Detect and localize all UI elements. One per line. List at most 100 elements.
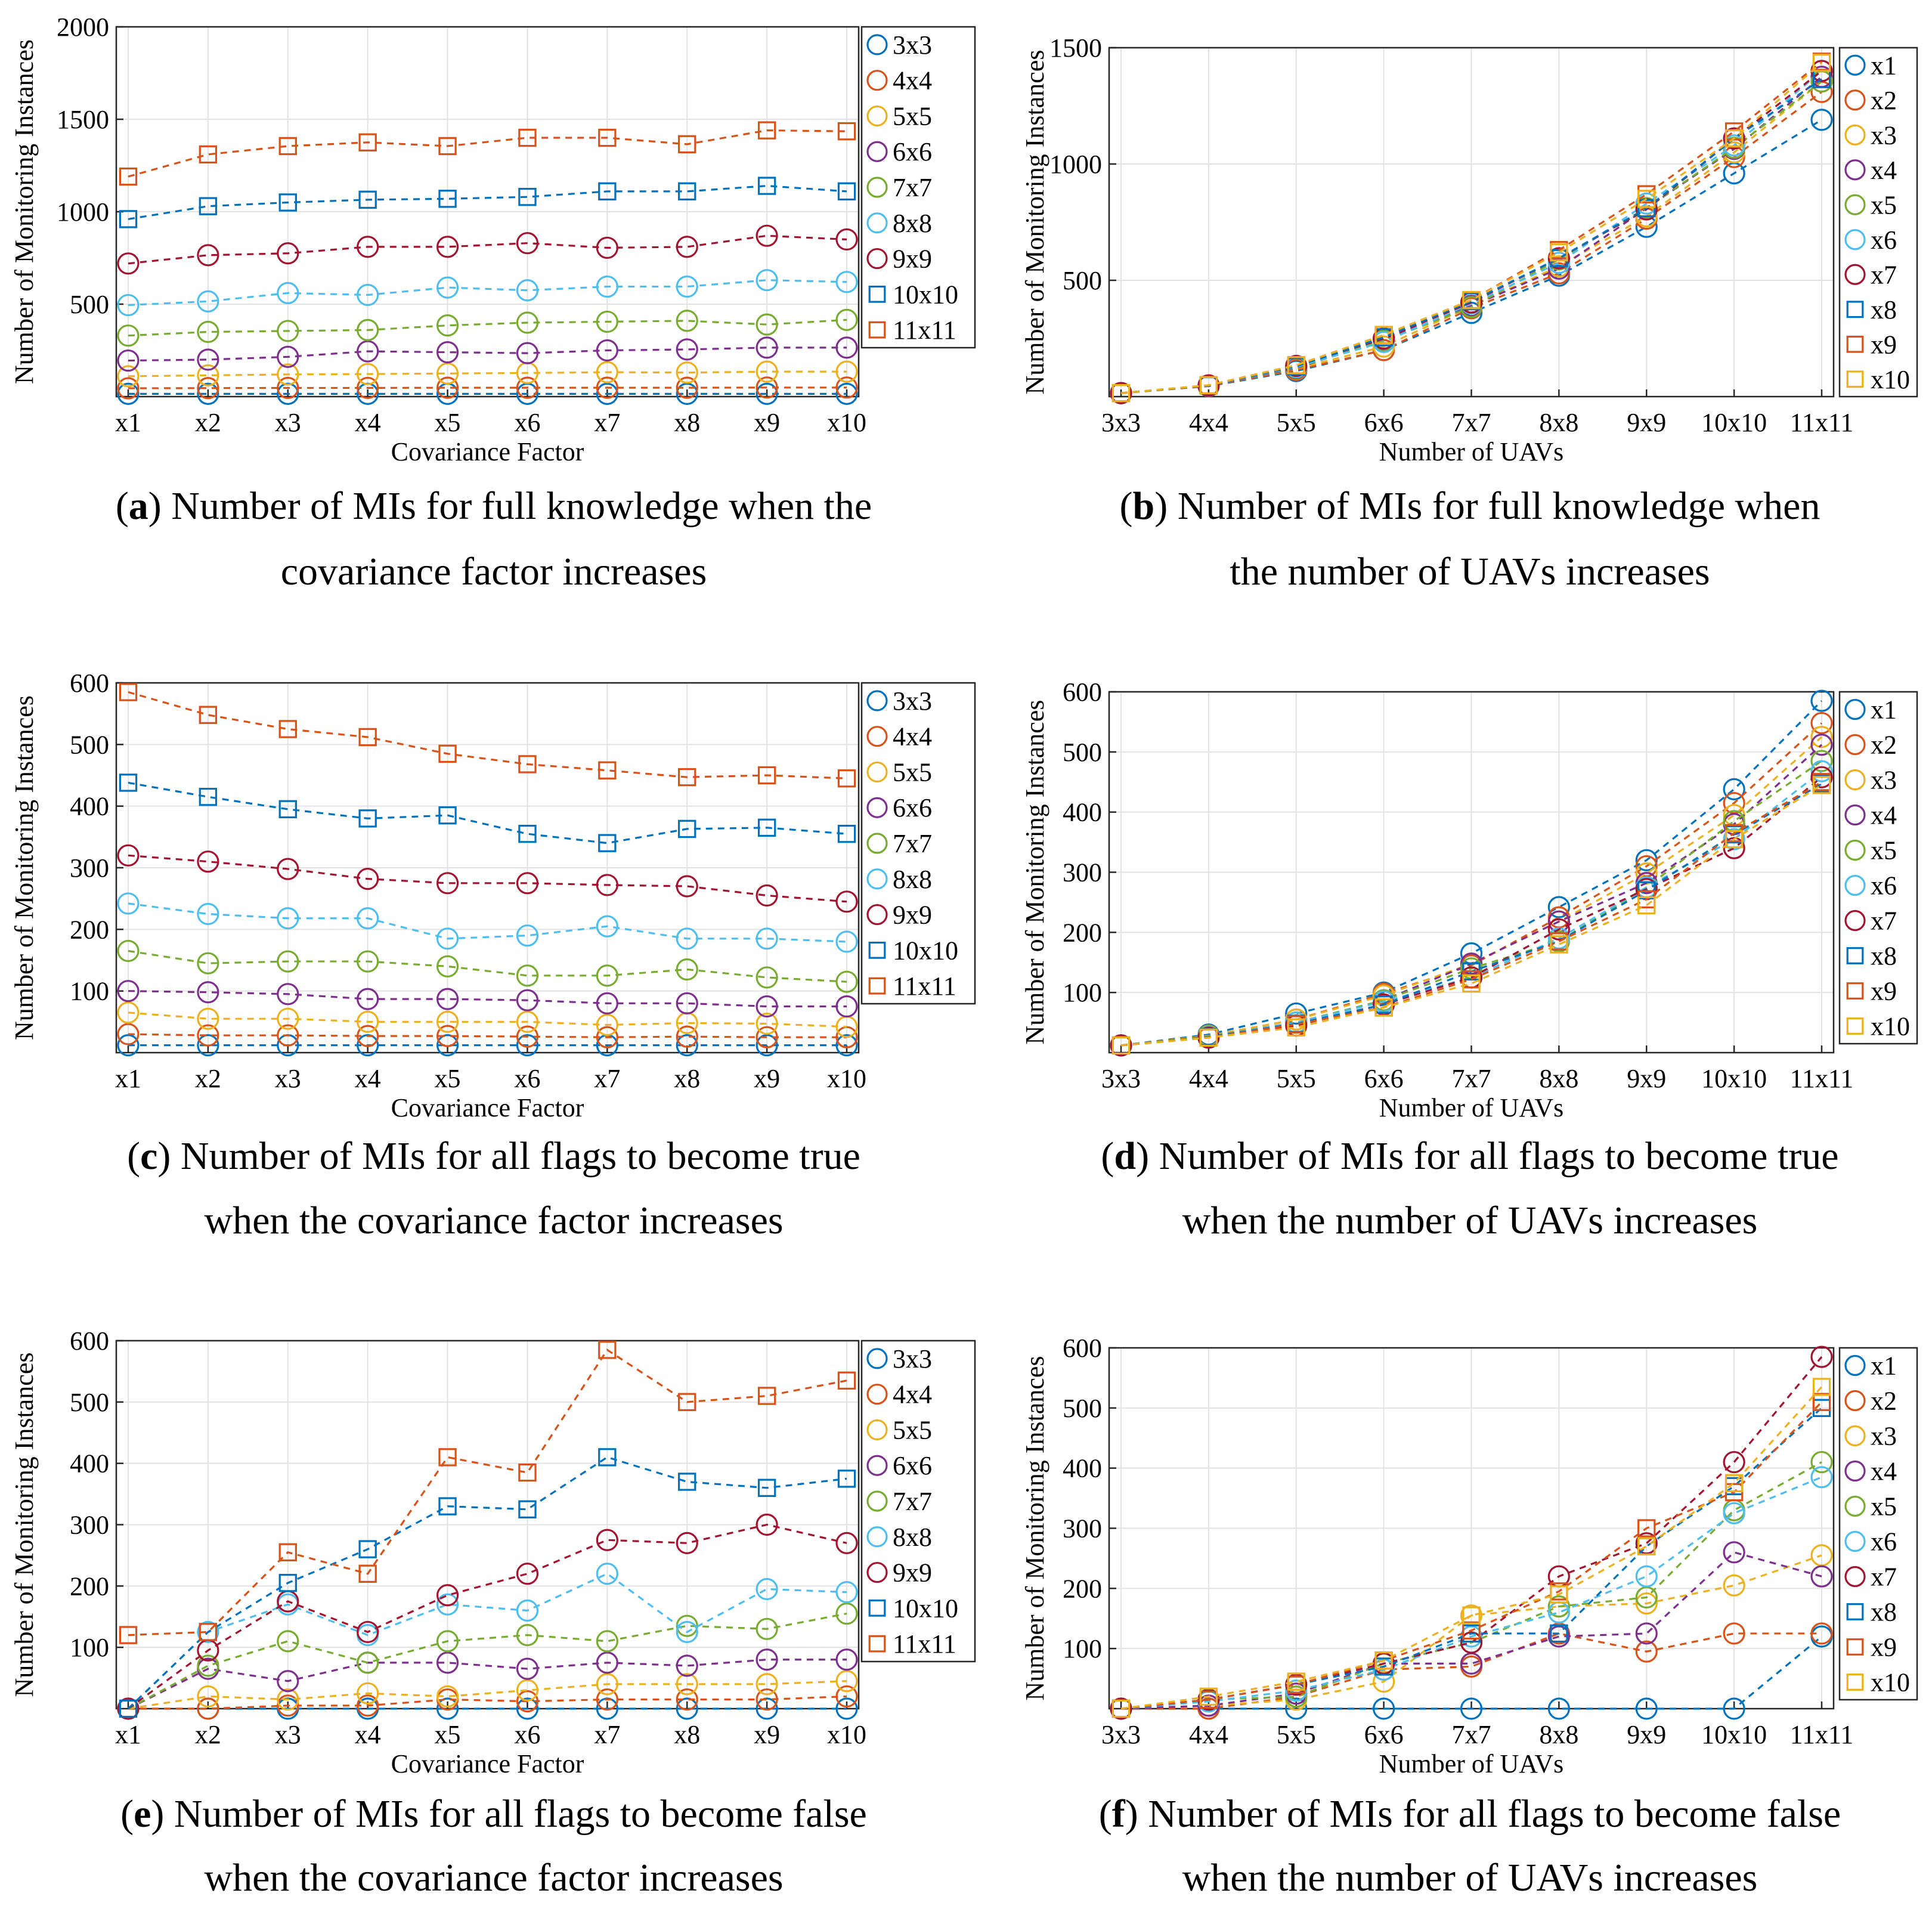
- x-tick-label: x3: [275, 1720, 301, 1749]
- data-point: [357, 1682, 379, 1704]
- data-point: [1810, 1622, 1833, 1645]
- legend-label: x9: [1871, 1633, 1897, 1662]
- legend-marker: [1844, 124, 1866, 146]
- x-axis-label: Covariance Factor: [391, 1749, 584, 1778]
- legend-marker: [868, 321, 886, 339]
- data-point: [357, 1620, 379, 1644]
- legend-entry: 4x4: [866, 722, 932, 751]
- data-point: [197, 377, 219, 400]
- series-9x9: [117, 224, 858, 275]
- x-tick-label: 3x3: [1101, 408, 1141, 437]
- legend-entry: 10x10: [868, 280, 958, 309]
- legend-label: 6x6: [893, 793, 932, 822]
- data-point: [117, 892, 140, 915]
- caption-open-paren: (: [120, 1792, 134, 1836]
- legend-label: x5: [1871, 1492, 1897, 1521]
- data-point: [197, 850, 219, 873]
- data-point: [676, 382, 698, 405]
- legend-label: 3x3: [893, 30, 932, 60]
- data-point: [518, 1500, 537, 1518]
- data-point: [1724, 830, 1744, 849]
- series-line: [1121, 1635, 1823, 1710]
- data-point: [516, 1624, 539, 1647]
- data-point: [117, 377, 140, 400]
- data-point: [117, 1023, 140, 1045]
- legend-label: x1: [1871, 695, 1897, 725]
- y-tick-label: 600: [70, 669, 109, 698]
- data-point: [756, 336, 778, 359]
- x-tick-label: 7x7: [1452, 1720, 1491, 1749]
- data-point: [835, 1581, 858, 1604]
- data-point: [358, 133, 377, 151]
- data-point: [1635, 1640, 1658, 1663]
- legend-marker: [866, 34, 888, 55]
- data-point: [1550, 243, 1568, 262]
- legend-entry: x3: [1844, 120, 1897, 150]
- data-point: [596, 275, 618, 298]
- y-tick-label: 100: [70, 1633, 109, 1662]
- legend-entry: 3x3: [866, 30, 932, 60]
- caption-line: (f) Number of MIs for all flags to becom…: [1099, 1792, 1841, 1836]
- data-point: [516, 1657, 539, 1680]
- x-tick-label: x1: [115, 1720, 141, 1749]
- y-tick-label: 300: [70, 853, 109, 883]
- data-point: [357, 988, 379, 1010]
- legend-marker: [866, 833, 888, 854]
- data-point: [1285, 1673, 1308, 1696]
- legend-label: 10x10: [893, 280, 958, 309]
- caption-line: (b) Number of MIs for full knowledge whe…: [1120, 484, 1820, 528]
- x-tick-label: 6x6: [1364, 1720, 1404, 1749]
- x-tick-label: x2: [195, 1720, 221, 1749]
- x-tick-label: x1: [115, 1064, 141, 1093]
- data-point: [197, 1024, 219, 1047]
- y-axis-label: Number of Monitoring Instances: [10, 39, 39, 384]
- caption-text: ) Number of MIs for all flags to become …: [151, 1792, 866, 1836]
- legend-entry: 7x7: [866, 1487, 932, 1516]
- data-point: [596, 1651, 618, 1674]
- legend-label: x3: [1871, 1422, 1897, 1451]
- data-point: [1460, 952, 1483, 975]
- data-point: [199, 1623, 218, 1641]
- series-line: [128, 854, 847, 903]
- data-point: [197, 348, 219, 371]
- x-tick-label: x5: [435, 408, 461, 437]
- legend-marker: [866, 1419, 888, 1441]
- data-point: [516, 1010, 539, 1033]
- data-point: [1635, 1622, 1658, 1645]
- caption-line: (d) Number of MIs for all flags to becom…: [1101, 1134, 1838, 1178]
- data-point: [1637, 1537, 1656, 1555]
- x-tick-label: 5x5: [1277, 1064, 1316, 1093]
- series-line: [128, 902, 847, 943]
- data-point: [278, 800, 297, 819]
- legend-marker: [1844, 1460, 1866, 1482]
- x-tick-label: x3: [275, 1064, 301, 1093]
- data-point: [596, 1630, 618, 1653]
- x-tick-label: 6x6: [1364, 408, 1404, 437]
- data-point: [117, 980, 140, 1003]
- series-3x3: [117, 382, 858, 405]
- legend-label: 9x9: [893, 1558, 932, 1588]
- series-line: [128, 1348, 847, 1637]
- grid-lines: [116, 26, 859, 397]
- data-point: [1723, 1697, 1745, 1720]
- data-point: [835, 1026, 858, 1048]
- data-point: [516, 1563, 539, 1585]
- y-tick-label: 2000: [57, 13, 109, 42]
- series-4x4: [117, 1685, 858, 1720]
- series-line: [1120, 781, 1822, 1047]
- data-point: [835, 930, 858, 953]
- legend-entry: x10: [1846, 1668, 1910, 1697]
- data-point: [1285, 1679, 1308, 1702]
- data-point: [436, 276, 459, 299]
- series-line: [1120, 776, 1823, 1047]
- data-point: [835, 1685, 858, 1708]
- legend-label: x6: [1871, 871, 1897, 901]
- x-tick-label: x7: [594, 1064, 620, 1093]
- legend-label: x10: [1871, 365, 1910, 394]
- data-point: [277, 363, 299, 386]
- data-point: [358, 1564, 377, 1583]
- panel-c: 100 200 300 400 500 600 x1 x2 x3 x4 x5 x6 x7 x8 x9 x10 C…: [10, 669, 976, 1242]
- data-point: [1635, 1565, 1658, 1588]
- x-axis-label: Covariance Factor: [391, 1093, 584, 1122]
- data-point: [676, 1697, 698, 1720]
